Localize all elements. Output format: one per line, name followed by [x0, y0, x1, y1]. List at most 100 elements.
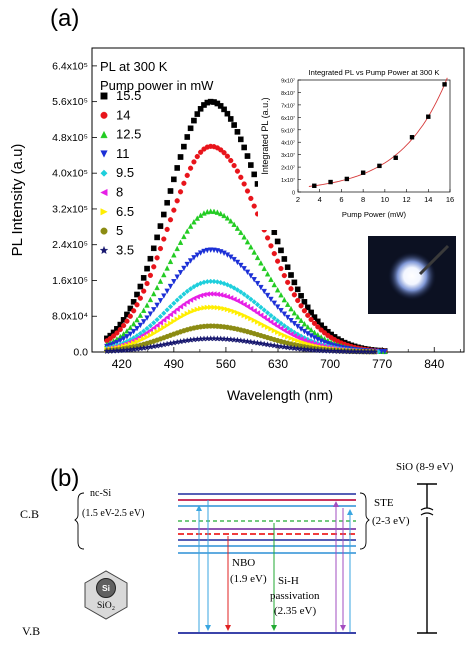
- data-point: [221, 150, 227, 156]
- inset-data-point: [393, 155, 398, 160]
- y-tick-label: 2.4x10⁵: [52, 239, 88, 251]
- data-point: [220, 335, 228, 342]
- inset-chart: Integrated PL vs Pump Power at 300 K Pum…: [258, 62, 456, 230]
- data-point: [141, 288, 147, 294]
- data-point: [294, 313, 301, 320]
- data-point: [257, 340, 265, 347]
- data-point: [318, 338, 324, 344]
- data-point: [241, 291, 247, 297]
- data-point: [187, 258, 194, 264]
- data-point: [164, 226, 170, 233]
- legend-marker: [100, 208, 108, 216]
- y-tick-label: 8.0x10⁴: [52, 311, 88, 323]
- data-point: [181, 312, 187, 319]
- data-point: [167, 303, 174, 310]
- data-point: [311, 320, 318, 326]
- data-point: [177, 270, 184, 276]
- data-point: [151, 264, 157, 270]
- data-point: [174, 316, 181, 322]
- legend-marker: [100, 188, 108, 197]
- inset-data-point: [312, 183, 317, 188]
- data-point: [194, 252, 200, 258]
- data-point: [288, 286, 294, 292]
- data-point: [268, 326, 274, 332]
- data-point: [181, 265, 187, 272]
- data-point: [291, 292, 297, 298]
- data-point: [278, 320, 284, 327]
- data-point: [127, 331, 134, 338]
- data-point: [285, 334, 291, 340]
- data-point: [151, 290, 157, 297]
- data-point: [157, 313, 164, 320]
- sio-axis-break: [420, 507, 434, 516]
- data-point: [144, 315, 150, 321]
- data-point: [221, 106, 227, 113]
- data-point: [268, 243, 274, 249]
- data-point: [238, 229, 244, 235]
- inset-y-tick-label: 0: [292, 191, 295, 197]
- data-point: [308, 309, 314, 316]
- inset-x-tick-label: 6: [339, 195, 343, 204]
- data-point: [281, 343, 288, 350]
- legend-entry: 12.5: [100, 127, 141, 142]
- data-point: [134, 325, 140, 332]
- data-point: [301, 308, 308, 314]
- data-point: [230, 336, 238, 343]
- data-point: [187, 309, 194, 315]
- sih-value: (2.35 eV): [274, 605, 316, 617]
- data-point: [181, 301, 187, 308]
- data-point: [244, 303, 251, 310]
- data-point: [241, 234, 247, 240]
- inset-data-point: [360, 170, 366, 175]
- data-point: [284, 325, 291, 331]
- data-point: [231, 221, 237, 227]
- data-point: [228, 157, 234, 164]
- data-point: [258, 320, 264, 327]
- data-point: [298, 317, 304, 323]
- data-point: [157, 320, 164, 326]
- y-tick-label: 3.2x10⁵: [52, 203, 88, 215]
- data-point: [281, 296, 288, 303]
- data-point: [251, 299, 257, 305]
- data-point: [167, 217, 174, 223]
- data-point: [234, 168, 241, 174]
- data-point: [247, 305, 254, 312]
- data-point: [217, 210, 224, 217]
- spectra: [103, 98, 388, 355]
- data-point: [234, 225, 241, 231]
- data-point: [241, 144, 247, 151]
- inset-y-tick-label: 3x10⁷: [281, 152, 295, 159]
- data-point: [130, 328, 137, 335]
- data-point: [237, 299, 244, 306]
- data-point: [271, 321, 277, 327]
- data-point: [174, 165, 180, 171]
- data-point: [137, 312, 144, 318]
- data-point: [274, 323, 281, 330]
- data-point: [161, 293, 167, 299]
- data-point: [244, 314, 251, 320]
- data-point: [147, 332, 154, 339]
- data-point: [294, 345, 302, 352]
- data-point: [288, 335, 294, 341]
- data-point: [121, 322, 127, 329]
- x-tick-label: 700: [320, 357, 340, 371]
- inset-x-tick-label: 8: [361, 195, 365, 204]
- data-point: [164, 322, 170, 329]
- data-point: [261, 307, 267, 313]
- data-point: [258, 284, 264, 291]
- legend-label: 9.5: [116, 165, 134, 180]
- data-point: [177, 314, 184, 320]
- data-point: [184, 299, 190, 305]
- data-point: [191, 117, 197, 124]
- data-point: [254, 319, 261, 325]
- data-point: [154, 322, 160, 329]
- y-tick-label: 4.0x10⁵: [52, 168, 88, 180]
- nc-si-label: nc-Si: [90, 488, 111, 499]
- legend-entry: 14: [100, 107, 130, 122]
- data-point: [187, 165, 194, 171]
- data-point: [134, 302, 140, 308]
- data-point: [281, 272, 287, 279]
- x-tick-label: 770: [372, 357, 392, 371]
- legend-entry: 3.5: [99, 242, 134, 257]
